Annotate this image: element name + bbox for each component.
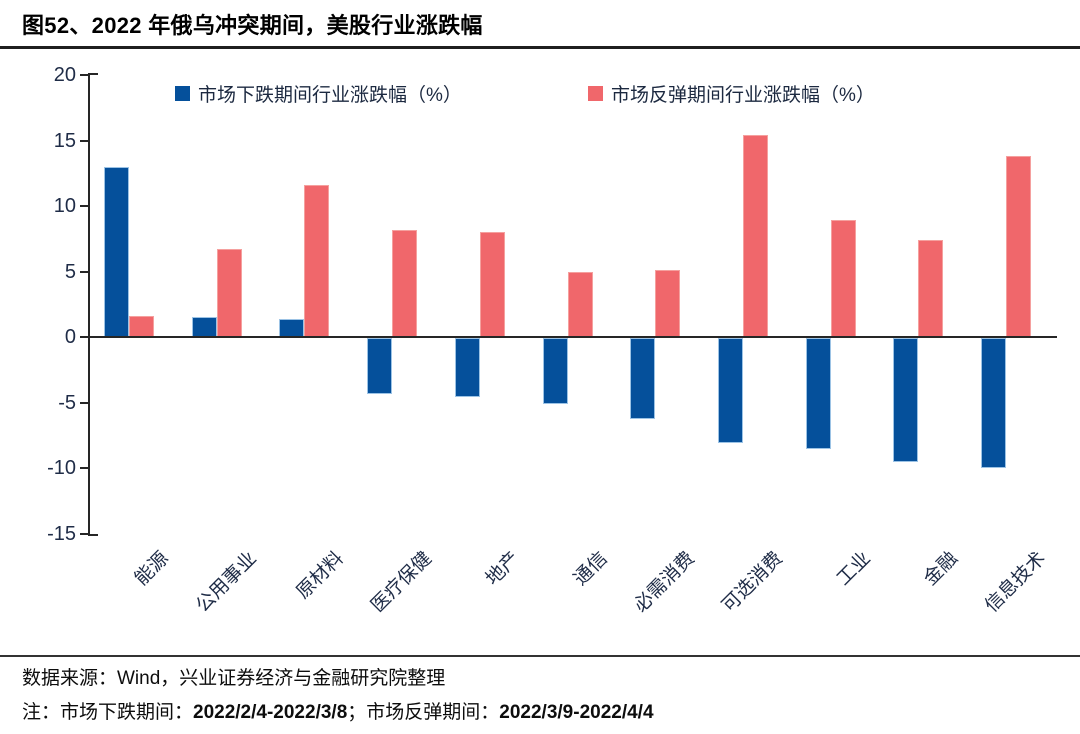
legend-swatch-decline <box>175 86 190 101</box>
legend-item-rebound: 市场反弹期间行业涨跌幅（%） <box>588 80 875 107</box>
bar-rebound-可选消费 <box>742 135 768 337</box>
bar-rebound-医疗保健 <box>392 229 418 337</box>
bar-rebound-金融 <box>918 240 944 337</box>
y-axis-bottom-cap <box>90 533 98 536</box>
y-axis-tick-label: -5 <box>58 391 76 414</box>
y-axis-tick <box>80 532 88 535</box>
legend-swatch-rebound <box>588 86 603 101</box>
period-note: 注：市场下跌期间：2022/2/4-2022/3/8；市场反弹期间：2022/3… <box>22 697 654 724</box>
y-axis-tick-label: 0 <box>64 326 76 348</box>
bar-decline-金融 <box>893 338 919 463</box>
note-mid: ；市场反弹期间： <box>347 702 500 723</box>
y-axis-tick <box>80 401 88 404</box>
y-axis-tick <box>80 336 88 338</box>
data-source-note: 数据来源：Wind，兴业证券经济与金融研究院整理 <box>22 668 446 689</box>
y-axis-tick-label: 15 <box>53 129 76 152</box>
y-axis-tick-label: -10 <box>47 457 76 479</box>
y-axis-tick-label: 20 <box>53 64 76 86</box>
bar-decline-原材料 <box>279 318 305 337</box>
zero-baseline <box>90 336 1057 338</box>
note-prefix: 注：市场下跌期间： <box>22 702 194 723</box>
bar-rebound-工业 <box>830 220 856 337</box>
y-axis-tick-label: 10 <box>53 195 76 217</box>
y-axis-tick <box>80 270 88 273</box>
bar-decline-工业 <box>805 338 831 450</box>
rebound-period-range: 2022/3/9-2022/4/4 <box>499 702 654 723</box>
bar-decline-通信 <box>542 338 568 404</box>
y-axis-line <box>88 73 90 536</box>
bar-rebound-公用事业 <box>216 249 242 337</box>
y-axis-tick <box>80 139 88 142</box>
bar-decline-必需消费 <box>630 338 656 420</box>
bar-rebound-能源 <box>129 316 154 337</box>
bar-rebound-原材料 <box>304 185 330 337</box>
footer-divider <box>0 655 1080 657</box>
legend-label-decline: 市场下跌期间行业涨跌幅（%） <box>198 85 462 106</box>
title-divider <box>0 46 1080 49</box>
bar-decline-信息技术 <box>981 338 1006 468</box>
legend-label-rebound: 市场反弹期间行业涨跌幅（%） <box>611 85 875 106</box>
bar-rebound-必需消费 <box>655 270 681 337</box>
y-axis-tick-label: 5 <box>64 260 76 283</box>
decline-period-range: 2022/2/4-2022/3/8 <box>193 702 348 723</box>
bar-decline-可选消费 <box>717 338 743 443</box>
chart-title: 图52、2022 年俄乌冲突期间，美股行业涨跌幅 <box>22 13 483 38</box>
bar-decline-医疗保健 <box>367 338 393 395</box>
y-axis-top-cap <box>90 73 98 75</box>
bar-decline-公用事业 <box>191 317 217 337</box>
y-axis-tick <box>80 467 88 469</box>
y-axis-tick <box>80 205 88 207</box>
bar-decline-能源 <box>104 166 129 337</box>
bar-rebound-地产 <box>479 232 505 337</box>
bar-rebound-通信 <box>567 271 593 337</box>
y-axis-tick-label: -15 <box>47 522 76 545</box>
bar-decline-地产 <box>454 338 480 397</box>
bar-rebound-信息技术 <box>1006 156 1031 337</box>
legend-item-decline: 市场下跌期间行业涨跌幅（%） <box>175 80 462 107</box>
y-axis-tick <box>80 74 88 76</box>
